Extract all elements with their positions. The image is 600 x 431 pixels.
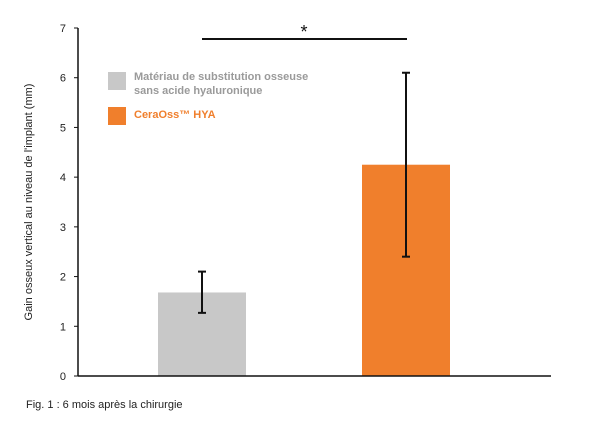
y-tick-label: 5 [60,122,66,134]
y-tick-label: 0 [60,371,66,383]
legend-swatch [108,72,126,90]
y-ticks: 0 1 2 3 4 5 6 7 [60,23,78,383]
error-bars [198,71,410,314]
legend-swatch [108,107,126,125]
bar-chart: Gain osseux vertical au niveau de l'impl… [23,22,551,383]
significance-marker: * [202,22,407,42]
y-tick-label: 1 [60,321,66,333]
y-tick-label: 7 [60,23,66,35]
legend-label: CeraOss™ HYA [134,109,216,121]
legend: Matériau de substitution osseuse sans aci… [108,71,308,125]
y-tick-label: 2 [60,272,66,284]
legend-label: sans acide hyaluronique [134,85,262,97]
significance-label: * [300,22,307,42]
legend-label: Matériau de substitution osseuse [134,71,308,83]
y-tick-label: 4 [60,172,66,184]
bars [158,164,450,376]
y-axis-label: Gain osseux vertical au niveau de l'impl… [23,84,35,321]
figure-caption: Fig. 1 : 6 mois après la chirurgie [26,399,183,411]
y-tick-label: 6 [60,73,66,85]
y-tick-label: 3 [60,222,66,234]
